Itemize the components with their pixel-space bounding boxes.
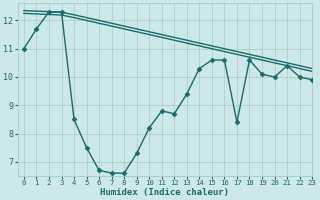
X-axis label: Humidex (Indice chaleur): Humidex (Indice chaleur) xyxy=(100,188,229,197)
